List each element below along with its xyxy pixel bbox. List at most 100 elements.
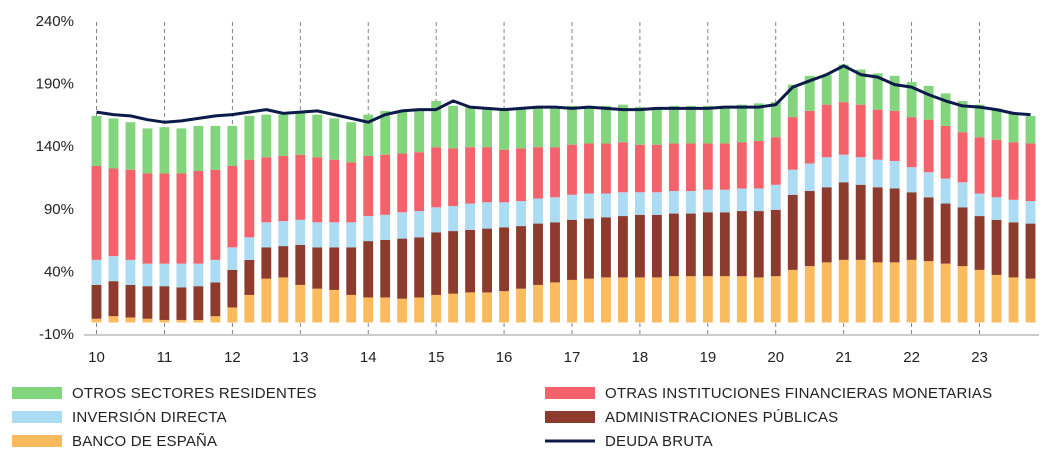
- bar-segment: [567, 194, 577, 220]
- bar-segment: [838, 182, 849, 260]
- bar-segment: [465, 203, 476, 230]
- x-tick-label: 10: [88, 349, 105, 366]
- bar-segment: [363, 216, 374, 242]
- bar-segment: [804, 110, 815, 164]
- bar-segment: [702, 105, 713, 144]
- bar-segment: [821, 262, 832, 323]
- bar-segment: [91, 259, 102, 285]
- bar-segment: [685, 276, 696, 323]
- bar-segment: [278, 277, 289, 323]
- bar-segment: [584, 278, 594, 323]
- bar-segment: [108, 316, 119, 323]
- bar-segment: [889, 188, 900, 263]
- bar-segment: [516, 148, 526, 202]
- bar-segment: [991, 219, 1002, 275]
- bar-segment: [702, 189, 713, 213]
- legend-label: BANCO DE ESPAÑA: [72, 433, 217, 450]
- bar-segment: [108, 256, 119, 282]
- bar-segment: [550, 147, 560, 198]
- bar-segment: [380, 297, 391, 323]
- bar-segment: [889, 75, 900, 111]
- bar-segment: [159, 286, 170, 320]
- bar-segment: [261, 278, 272, 323]
- bar-segment: [634, 192, 645, 215]
- bar-segment: [499, 149, 509, 203]
- bar-segment: [567, 105, 577, 145]
- bar-segment: [753, 140, 764, 189]
- bar-segment: [821, 187, 832, 263]
- bar-segment: [1025, 201, 1036, 224]
- bar-segment: [668, 105, 679, 144]
- bar-segment: [940, 93, 951, 126]
- bar-segment: [804, 75, 815, 111]
- bar-segment: [685, 191, 696, 214]
- bar-segment: [295, 244, 306, 285]
- bar-segment: [312, 114, 323, 158]
- bar-segment: [618, 192, 628, 217]
- bar-segment: [787, 117, 798, 170]
- bar-segment: [227, 247, 238, 270]
- bar-segment: [380, 154, 391, 215]
- bar-segment: [957, 182, 968, 208]
- bar-segment: [601, 193, 611, 218]
- bar-segment: [940, 178, 951, 204]
- x-tick-label: 22: [903, 349, 920, 366]
- bar-segment: [1008, 277, 1019, 323]
- bar-segment: [634, 144, 645, 193]
- bar-segment: [550, 107, 560, 148]
- bar-segment: [91, 115, 102, 166]
- legend-swatch: [545, 411, 595, 423]
- bar-segment: [855, 157, 866, 185]
- bar-segment: [685, 143, 696, 192]
- bar-segment: [685, 105, 696, 144]
- bar-segment: [974, 104, 985, 138]
- bar-segment: [804, 266, 815, 323]
- bar-segment: [346, 222, 357, 248]
- bar-segment: [618, 277, 628, 323]
- y-tick-label: 190%: [36, 76, 74, 93]
- bar-segment: [448, 148, 459, 207]
- bar-segment: [770, 184, 781, 210]
- bar-segment: [448, 231, 459, 294]
- bar-segment: [431, 294, 442, 323]
- bar-segment: [651, 192, 662, 215]
- bar-segment: [906, 167, 917, 193]
- legend-swatch: [12, 435, 62, 447]
- bar-segment: [159, 127, 170, 174]
- bar-segment: [176, 287, 187, 320]
- x-tick-label: 17: [564, 349, 581, 366]
- bar-segment: [923, 119, 934, 173]
- bar-segment: [668, 276, 679, 323]
- bar-segment: [957, 132, 968, 183]
- bar-segment: [176, 173, 187, 264]
- y-tick-label: -10%: [39, 326, 74, 343]
- bar-segment: [142, 263, 153, 287]
- bar-segment: [465, 147, 476, 204]
- bar-segment: [872, 109, 883, 160]
- bar-segment: [736, 276, 747, 323]
- bar-segment: [719, 189, 730, 213]
- legend-swatch: [545, 387, 595, 399]
- bar-segment: [261, 114, 272, 158]
- bar-segment: [482, 147, 493, 203]
- plot-area: -10% 40% 90% 140% 190% 240% 10 11 12 13 14 15 16 17 18…: [36, 13, 1039, 366]
- bar-segment: [991, 197, 1002, 220]
- bar-segment: [533, 147, 543, 199]
- bar-segment: [159, 173, 170, 264]
- bar-segment: [380, 239, 391, 298]
- bar-segment: [770, 102, 781, 138]
- y-tick-label: 240%: [36, 13, 74, 30]
- bar-segment: [210, 125, 221, 170]
- bar-segment: [821, 157, 832, 188]
- bar-segment: [567, 144, 577, 195]
- bar-segment: [414, 211, 425, 238]
- bar-segment: [363, 155, 374, 217]
- bar-segment: [363, 241, 374, 298]
- bar-segment: [142, 286, 153, 319]
- bar-segment: [91, 318, 102, 323]
- bar-segment: [176, 319, 187, 323]
- bar-segment: [838, 102, 849, 155]
- bar-segment: [940, 125, 951, 179]
- bar-segment: [550, 282, 560, 323]
- bar-segment: [719, 212, 730, 277]
